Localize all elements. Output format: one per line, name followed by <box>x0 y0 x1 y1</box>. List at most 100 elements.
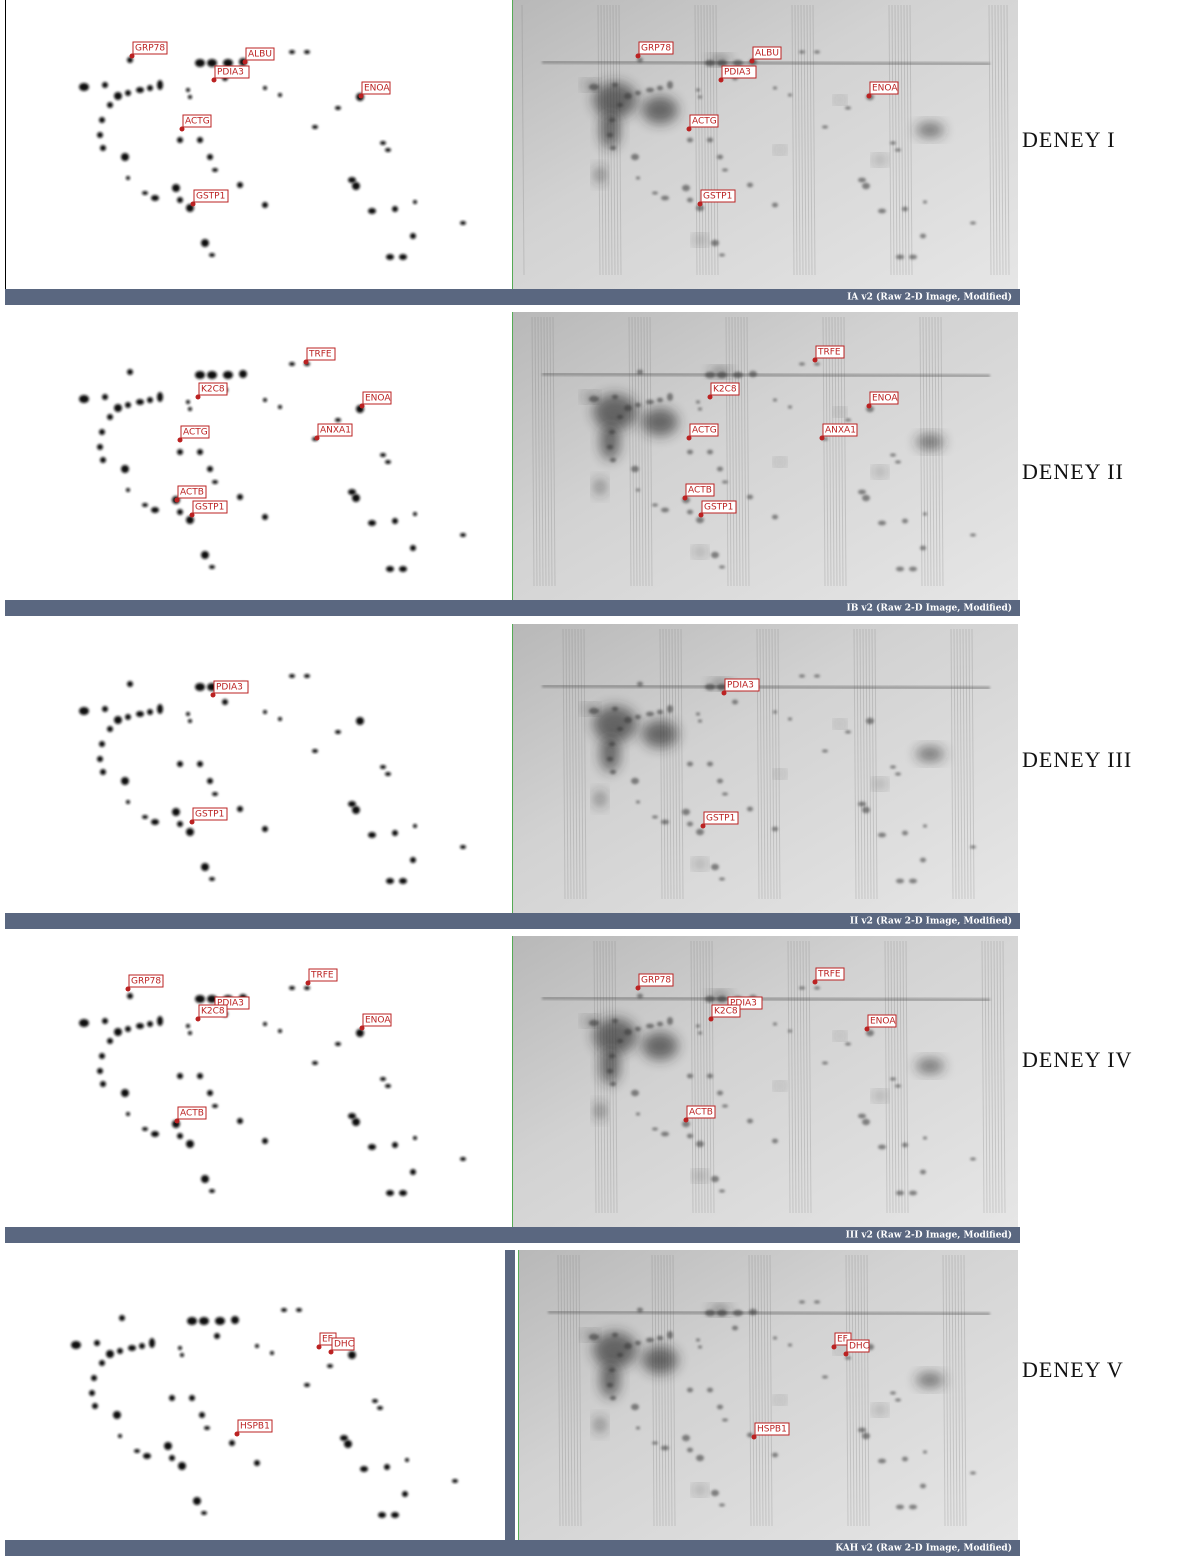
spot <box>399 566 407 572</box>
protein-tag: GRP78 <box>135 44 165 54</box>
gel-spot <box>707 450 713 455</box>
gel-image <box>512 0 1018 289</box>
gel-spot <box>687 822 693 827</box>
spot <box>79 707 89 715</box>
gel-spot <box>657 398 663 403</box>
spot <box>410 1169 416 1175</box>
protein-tag: GRP78 <box>641 976 671 986</box>
gel-spot <box>589 84 599 90</box>
gel-spot <box>862 1433 870 1439</box>
spot <box>197 761 203 767</box>
gel-spot <box>722 168 728 171</box>
spot <box>126 800 130 804</box>
gel-spot <box>732 1326 738 1331</box>
gel-spot <box>776 147 784 153</box>
spot <box>327 1364 333 1368</box>
protein-tag: ENOA <box>870 1017 896 1027</box>
spot <box>270 1351 274 1355</box>
spot <box>348 1113 356 1119</box>
gel-spot <box>733 1310 743 1316</box>
spot <box>100 457 106 463</box>
gel-spot <box>814 986 820 989</box>
gel-spot <box>858 802 866 807</box>
protein-tag: PDIA3 <box>727 681 754 691</box>
spot <box>151 819 159 825</box>
gel-spot <box>717 779 723 784</box>
gel-image <box>512 312 1018 600</box>
gel-spot <box>705 372 715 378</box>
spot <box>380 141 386 145</box>
spot <box>278 1029 282 1033</box>
gel-spot <box>923 824 927 827</box>
gel-caption: III v2 (Raw 2-D Image, Modified) <box>846 1230 1012 1241</box>
gel-spot <box>970 1157 976 1160</box>
gel-spot <box>642 720 678 748</box>
gel-spot <box>595 1417 605 1433</box>
gel-image <box>518 1250 1018 1540</box>
protein-tag: ENOA <box>364 84 390 94</box>
spot <box>209 1189 215 1193</box>
spot <box>125 402 131 408</box>
gel-spot <box>707 762 713 767</box>
spot <box>278 93 282 97</box>
spot <box>378 1512 386 1518</box>
protein-tag: ALBU <box>755 49 779 59</box>
gel-spot <box>814 362 820 365</box>
spot <box>212 792 218 796</box>
protein-tag: ACTB <box>180 488 204 498</box>
gel-spot <box>902 1457 908 1462</box>
gel-spot <box>788 1029 792 1032</box>
gel-spot <box>667 393 673 401</box>
spot <box>304 1383 310 1387</box>
spot <box>263 1022 267 1026</box>
protein-tag: GSTP1 <box>195 810 224 820</box>
spot <box>352 494 360 502</box>
row: IA v2 (Raw 2-D Image, Modified)DENEY IGR… <box>5 0 1116 305</box>
gel-spot <box>875 1406 885 1414</box>
gel-spot <box>878 209 886 214</box>
spot <box>207 778 213 784</box>
spot <box>121 1089 129 1097</box>
spot <box>377 1406 383 1410</box>
figure: IA v2 (Raw 2-D Image, Modified)DENEY IGR… <box>0 0 1182 1556</box>
protein-tag: ENOA <box>365 1016 391 1026</box>
spot <box>229 1440 235 1446</box>
gel-spot <box>652 815 658 818</box>
gel-spot <box>711 1490 719 1496</box>
gel-spot <box>695 1486 705 1494</box>
gel-spot <box>637 1308 643 1313</box>
spot <box>188 95 192 99</box>
spot <box>385 148 391 152</box>
gel-spot <box>698 407 702 410</box>
protein-tag: ACTG <box>185 117 210 127</box>
gel-caption: KAH v2 (Raw 2-D Image, Modified) <box>835 1543 1012 1554</box>
gel-spot <box>646 400 654 405</box>
gel-spot <box>609 118 615 123</box>
protein-tag: GSTP1 <box>704 503 733 513</box>
spot <box>151 195 159 201</box>
spot <box>263 710 267 714</box>
gel-spot <box>916 435 944 449</box>
gel-spot <box>661 508 669 513</box>
spot <box>399 878 407 884</box>
gel-spot <box>970 845 976 848</box>
spot-map <box>5 624 510 913</box>
spot <box>147 709 153 715</box>
gel-spot <box>642 1346 678 1374</box>
protein-tag: PDIA3 <box>217 68 244 78</box>
gel-spot <box>609 430 615 435</box>
gel-spot <box>862 807 870 813</box>
gel-spot <box>875 468 885 476</box>
gel-spot <box>696 1141 704 1147</box>
gel-spot <box>722 792 728 795</box>
gel-spot <box>733 60 743 66</box>
gel-spot <box>822 1375 828 1378</box>
spot-panel <box>5 312 510 600</box>
gel-spot <box>636 1112 640 1115</box>
gel-spot <box>612 1019 618 1024</box>
gel-spot <box>866 718 874 724</box>
gel-spot <box>711 240 719 246</box>
gel-spot <box>717 372 727 378</box>
gel-caption: IA v2 (Raw 2-D Image, Modified) <box>847 292 1012 303</box>
spot <box>410 545 416 551</box>
